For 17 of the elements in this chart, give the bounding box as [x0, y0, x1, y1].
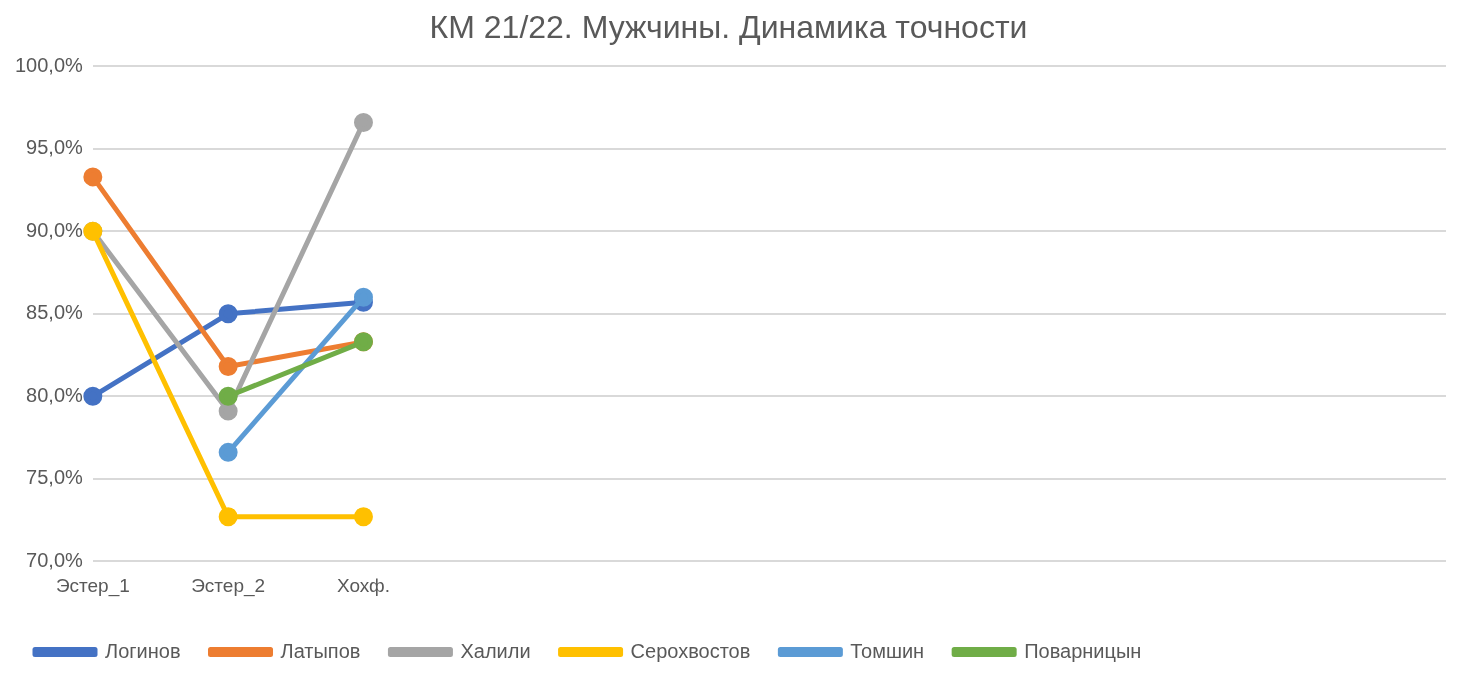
- y-tick-label: 85,0%: [26, 301, 84, 324]
- legend-label: Томшин: [850, 639, 925, 662]
- legend-label: Серохвостов: [630, 639, 751, 662]
- legend-label: Поварницын: [1024, 639, 1142, 662]
- y-tick-label: 100,0%: [14, 53, 84, 76]
- legend-label: Халили: [460, 639, 531, 662]
- x-tick-label: Хохф.: [336, 574, 390, 596]
- legend-label: Логинов: [105, 639, 181, 662]
- y-tick-label: 80,0%: [26, 383, 84, 406]
- x-tick-label: Эстер_1: [55, 574, 130, 597]
- y-tick-label: 75,0%: [26, 466, 84, 489]
- y-tick-label: 95,0%: [26, 136, 84, 159]
- y-tick-label: 70,0%: [26, 548, 84, 571]
- y-tick-label: 90,0%: [26, 218, 84, 241]
- legend-label: Латыпов: [280, 639, 361, 662]
- x-tick-label: Эстер_2: [191, 574, 266, 597]
- chart-title: КМ 21/22. Мужчины. Динамика точности: [429, 9, 1028, 46]
